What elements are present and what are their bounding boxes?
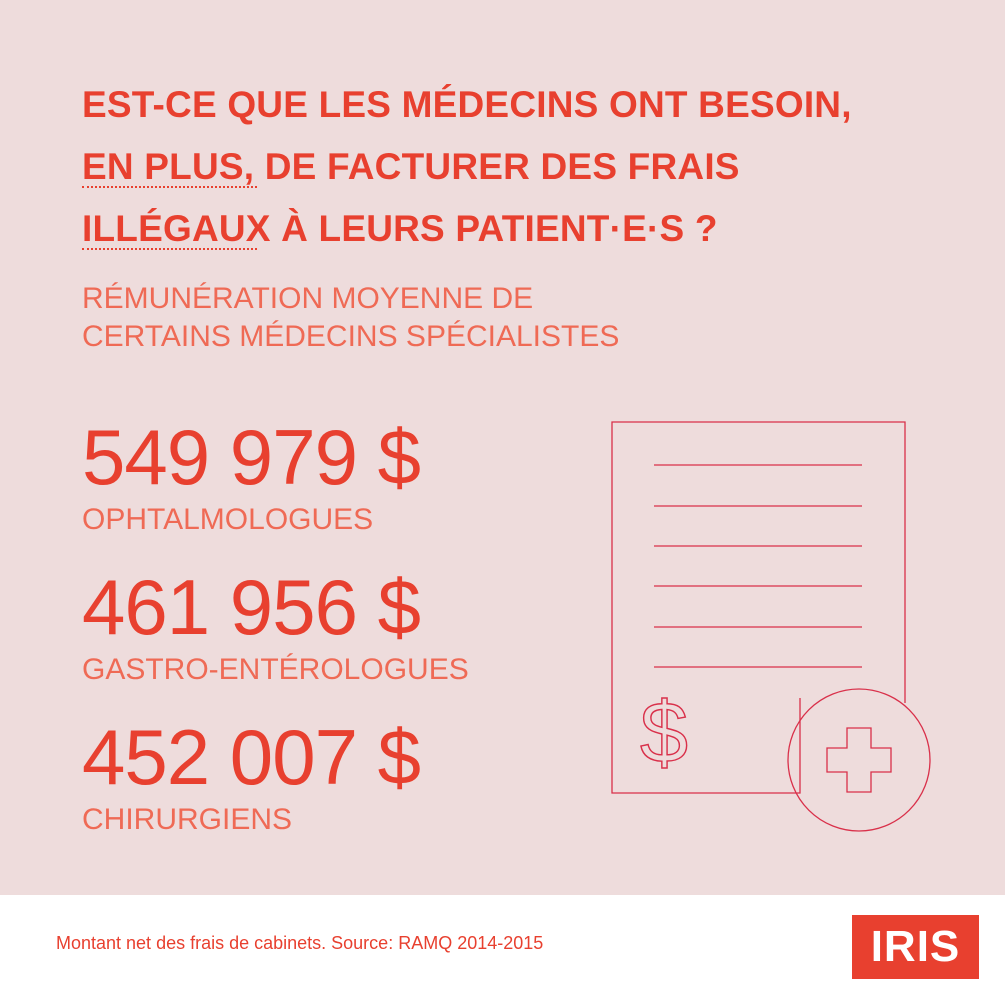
stat-amount: 549 979 $ [82,413,421,501]
stat-amount: 461 956 $ [82,563,421,651]
source-note: Montant net des frais de cabinets. Sourc… [56,933,544,953]
stat-amount: 452 007 $ [82,713,421,801]
infographic-panel: EST-CE QUE LES MÉDECINS ONT BESOIN, EN P… [0,0,1005,895]
stat-ophtalmologues: 549 979 $ OPHTALMOLOGUES [82,413,421,538]
svg-text:$: $ [640,685,688,781]
headline-line-3: ILLÉGAUX À LEURS PATIENT·E·S ? [82,208,718,249]
medical-cross-icon [787,688,931,832]
document-icon [611,421,906,794]
headline-line-2: EN PLUS, DE FACTURER DES FRAIS [82,146,740,187]
subtitle-line-1: RÉMUNÉRATION MOYENNE DE [82,282,534,315]
headline: EST-CE QUE LES MÉDECINS ONT BESOIN, EN P… [82,74,852,260]
stat-chirurgiens: 452 007 $ CHIRURGIENS [82,713,421,838]
subtitle-line-2: CERTAINS MÉDECINS SPÉCIALISTES [82,320,620,353]
stat-label: OPHTALMOLOGUES [82,503,374,536]
headline-line-1: EST-CE QUE LES MÉDECINS ONT BESOIN, [82,84,852,125]
dotted-underline [82,248,257,250]
invoice-illustration: $ [611,421,931,832]
subtitle: RÉMUNÉRATION MOYENNE DE CERTAINS MÉDECIN… [82,280,619,356]
stat-label: GASTRO-ENTÉROLOGUES [82,653,469,686]
iris-logo: IRIS [852,915,979,979]
dollar-icon: $ [639,684,688,781]
dotted-underline [82,186,257,188]
stat-label: CHIRURGIENS [82,803,293,836]
stat-gastro-enterologues: 461 956 $ GASTRO-ENTÉROLOGUES [82,568,469,688]
